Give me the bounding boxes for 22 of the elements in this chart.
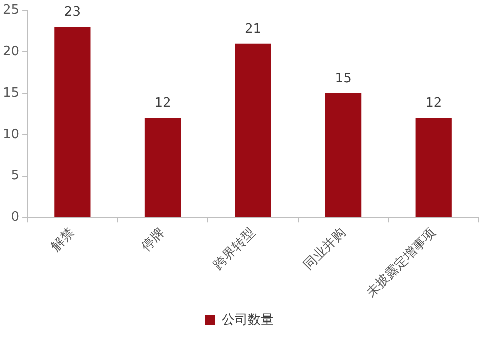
y-tick-label: 15 xyxy=(2,86,20,101)
data-label: 12 xyxy=(154,96,172,112)
bar xyxy=(235,44,272,218)
bar xyxy=(144,118,182,218)
y-tick-label: 0 xyxy=(11,210,20,225)
y-tick-label: 20 xyxy=(2,44,20,60)
data-label: 12 xyxy=(426,96,442,112)
y-tick-label: 10 xyxy=(2,127,20,142)
data-label: 23 xyxy=(64,5,81,20)
data-label: 21 xyxy=(245,22,262,37)
bar xyxy=(326,94,362,218)
bar xyxy=(416,118,452,218)
data-label: 15 xyxy=(335,71,352,86)
bar xyxy=(54,27,91,218)
y-tick-label: 5 xyxy=(11,168,20,184)
legend-label: 公司数量 xyxy=(222,312,274,328)
x-tick-label: 同业并购 xyxy=(301,226,349,274)
x-tick-label: 跨界转型 xyxy=(211,226,258,274)
x-tick-label: 停牌 xyxy=(139,226,168,255)
x-tick-label: 未披露定增事项 xyxy=(364,226,440,301)
x-tick-label: 解禁 xyxy=(48,226,78,255)
y-tick-label: 25 xyxy=(2,3,20,18)
